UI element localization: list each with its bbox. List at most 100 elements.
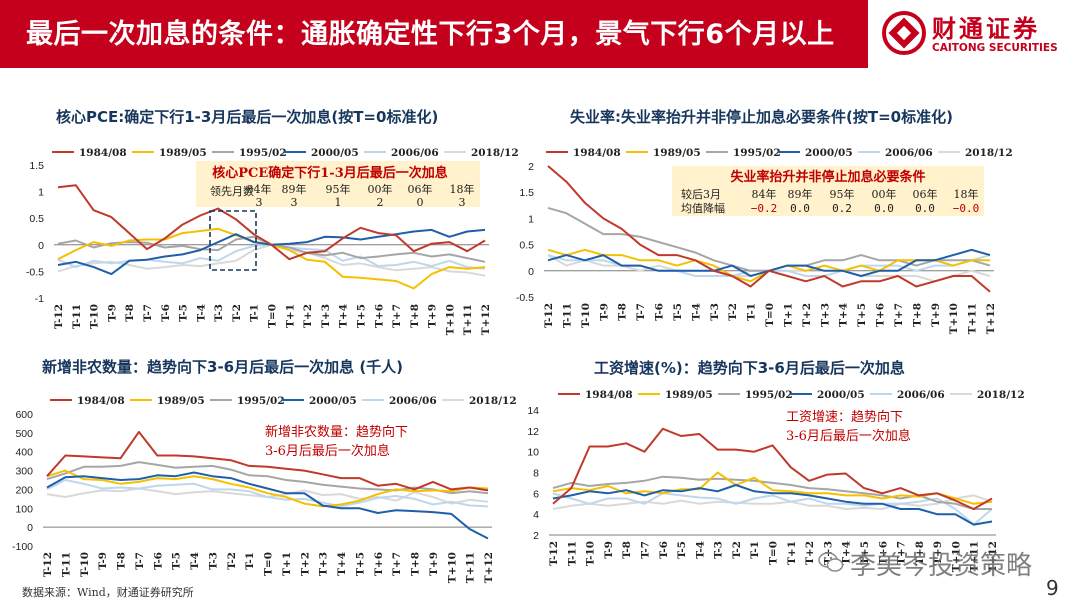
y-tick-label: 600 (15, 409, 33, 421)
x-tick-label: T-3 (713, 541, 725, 559)
header-bar: 最后一次加息的条件：通胀确定性下行3个月，景气下行6个月以上 财通证券 CAIT… (0, 0, 1080, 68)
y-tick-label: -100 (12, 541, 33, 553)
panel-title-wage: 工资增速(%)：趋势向下3-6月后最后一次加息 (594, 359, 905, 377)
x-tick-label: T+11 (465, 552, 477, 583)
x-tick-label: T+6 (877, 541, 889, 565)
y-tick-label: 2 (528, 161, 534, 173)
y-tick-label: 0 (38, 240, 44, 252)
pce-table-header: 84年 (247, 182, 272, 196)
x-tick-label: T+3 (320, 304, 332, 328)
x-tick-label: T-5 (672, 303, 684, 321)
x-tick-label: T-10 (585, 541, 597, 566)
chart-wage: 1984/08 1989/05 1995/02 2000/05 2006/06 2018/… (527, 389, 1024, 572)
legend-label: 1989/05 (159, 147, 207, 159)
pce-table-header: 89年 (282, 182, 307, 196)
x-tick-label: T+2 (302, 304, 314, 328)
unemp-table-row2-label: 均值降幅 (681, 201, 725, 215)
x-tick-label: T-12 (42, 552, 54, 577)
unemp-table-header: 95年 (830, 187, 855, 201)
chart-unemp: 1984/08 1989/05 1995/02 2000/05 2006/06 2018/… (516, 147, 1013, 334)
pce-table-value: 3 (291, 196, 298, 209)
x-tick-label: T+5 (859, 541, 871, 565)
x-tick-label: T-5 (171, 552, 183, 570)
series-line-2018-12 (57, 243, 486, 277)
legend-label: 1995/02 (745, 389, 793, 401)
legend-label: 2006/06 (389, 395, 437, 407)
y-tick-label: -0.5 (26, 266, 44, 278)
x-tick-label: T-3 (709, 303, 721, 321)
x-tick-label: T-11 (566, 541, 578, 566)
legend-label: 1984/08 (585, 389, 633, 401)
logo-icon (882, 11, 926, 55)
x-tick-label: T+12 (985, 303, 997, 334)
pce-table-header: 18年 (450, 182, 475, 196)
x-tick-label: T+1 (786, 541, 798, 565)
wage-annotation-line: 3-6月后最后一次加息 (786, 428, 911, 444)
x-tick-label: T+8 (914, 541, 926, 565)
y-tick-label: 400 (15, 447, 33, 459)
wechat-icon (818, 552, 844, 572)
legend-label: 2006/06 (897, 389, 945, 401)
panel-title-pce: 核心PCE:确定下行1-3月后最后一次加息(按T=0标准化) (56, 108, 439, 126)
x-tick-label: T+10 (444, 304, 456, 335)
pce-table-header: 00年 (368, 182, 393, 196)
x-tick-label: T-9 (97, 552, 109, 570)
x-tick-label: T+7 (391, 304, 403, 328)
x-tick-label: T+6 (373, 552, 385, 576)
series-line-1984-08 (46, 430, 489, 492)
y-tick-label: 2 (533, 530, 539, 542)
x-tick-label: T-2 (727, 303, 739, 321)
x-tick-label: T-12 (543, 303, 555, 328)
x-tick-label: T+10 (950, 541, 962, 572)
x-tick-label: T+6 (373, 304, 385, 328)
legend-label: 1984/08 (77, 395, 125, 407)
x-tick-label: T-12 (548, 541, 560, 566)
x-tick-label: T-6 (160, 304, 172, 322)
x-tick-label: T+2 (299, 552, 311, 576)
x-tick-label: T-4 (195, 304, 207, 322)
x-tick-label: T+4 (838, 303, 850, 327)
legend-label: 2000/05 (309, 395, 357, 407)
x-tick-label: T=0 (764, 303, 776, 327)
series-line-1984-08 (57, 184, 486, 261)
pce-table-box (196, 161, 480, 207)
x-tick-label: T-3 (213, 304, 225, 322)
x-tick-label: T+3 (318, 552, 330, 576)
x-tick-label: T-7 (639, 541, 651, 559)
x-tick-label: T=0 (768, 541, 780, 565)
x-tick-label: T-7 (635, 303, 647, 321)
x-tick-label: T+12 (987, 541, 999, 572)
legend-label: 2018/12 (965, 147, 1013, 159)
panel-title-nfp: 新增非农数量：趋势向下3-6月后最后一次加息 (千人) (42, 358, 404, 376)
legend-label: 2018/12 (471, 147, 519, 159)
legend-label: 2000/05 (805, 147, 853, 159)
x-tick-label: T+5 (354, 552, 366, 576)
series-line-2000-05 (46, 471, 489, 540)
x-tick-label: T+8 (911, 303, 923, 327)
x-tick-label: T+12 (480, 304, 492, 335)
y-tick-label: 12 (527, 426, 539, 438)
y-tick-label: 0 (528, 266, 534, 278)
x-tick-label: T+2 (804, 541, 816, 565)
logo-name-cn: 财通证券 (932, 15, 1040, 43)
x-tick-label: T-9 (598, 303, 610, 321)
unemp-table-header: 18年 (954, 187, 979, 201)
unemp-table-header: 06年 (913, 187, 938, 201)
y-tick-label: 1 (38, 187, 44, 199)
x-tick-label: T-4 (189, 552, 201, 570)
x-tick-label: T=0 (263, 552, 275, 576)
x-tick-label: T+2 (801, 303, 813, 327)
x-tick-label: T-1 (244, 552, 256, 570)
pce-table-header: 95年 (326, 182, 351, 196)
series-line-1984-08 (547, 165, 991, 293)
x-tick-label: T-7 (142, 304, 154, 322)
x-tick-label: T-6 (152, 552, 164, 570)
y-tick-label: 200 (15, 484, 33, 496)
x-tick-label: T-11 (561, 303, 573, 328)
y-tick-label: 1.5 (29, 160, 44, 172)
watermark-text: 李美岑投资策略 (850, 551, 1033, 581)
y-tick-label: 500 (15, 428, 33, 440)
x-tick-label: T+7 (391, 552, 403, 576)
legend-label: 2018/12 (469, 395, 517, 407)
series-line-2006-06 (552, 492, 993, 526)
